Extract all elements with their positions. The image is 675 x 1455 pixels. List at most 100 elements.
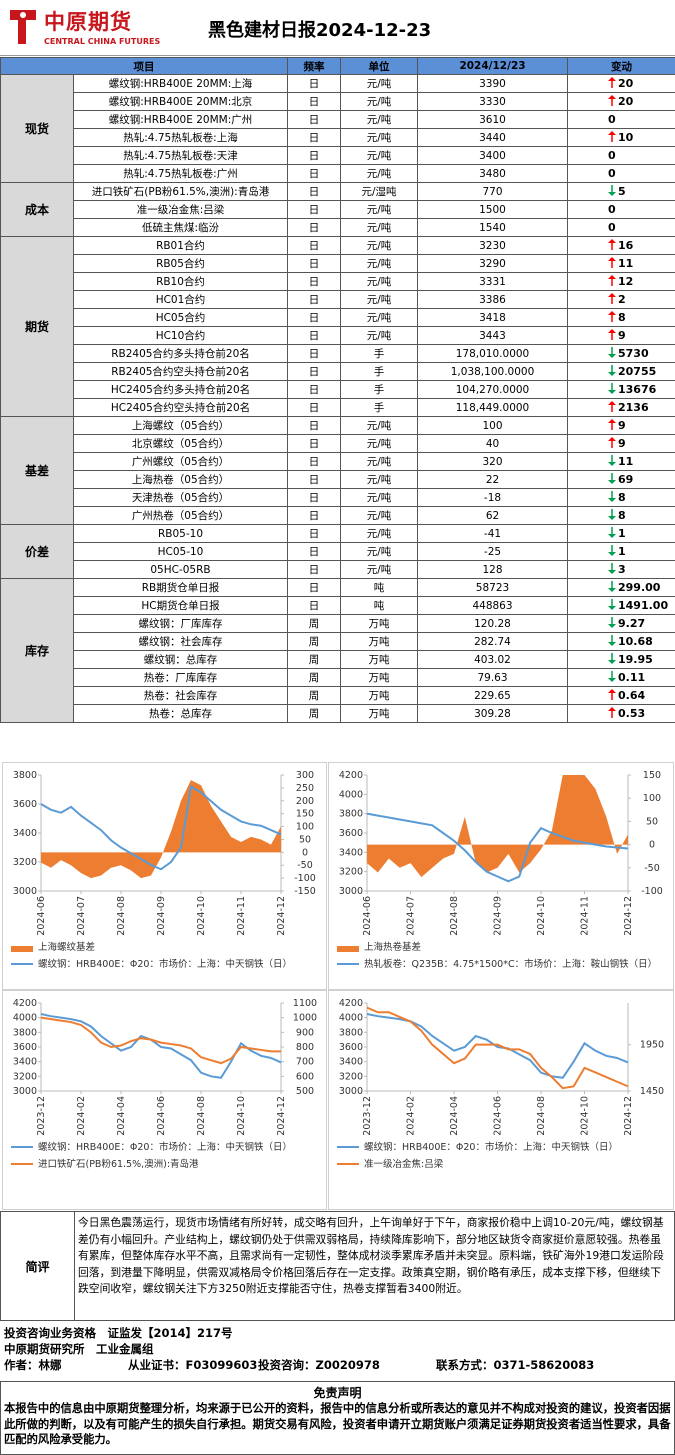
value-cell: 3386 xyxy=(417,290,568,309)
x-tick-label: 2024-06 xyxy=(36,896,47,936)
value-cell: -18 xyxy=(417,488,568,507)
legend: 上海螺纹基差 螺纹钢：HRB400E：Φ20：市场价：上海：中天钢铁（日） xyxy=(11,941,318,975)
x-tick-label: 2024-06 xyxy=(493,1096,504,1136)
freq-cell: 日 xyxy=(287,416,341,435)
trend-arrow xyxy=(608,545,616,556)
unit-cell: 元/吨 xyxy=(340,452,418,471)
table-row: RB2405合约空头持仓前20名日手 1,038,100.0000 20755 xyxy=(1,362,675,381)
x-tick-label: 2024-08 xyxy=(116,896,127,936)
freq-cell: 日 xyxy=(287,488,341,507)
table-row: 上海热卷（05合约）日元/吨 22 69 xyxy=(1,470,675,489)
value-cell: 3440 xyxy=(417,128,568,147)
y-tick-label: 3400 xyxy=(339,847,363,858)
item-cell: 螺纹钢：厂库库存 xyxy=(73,614,288,633)
change-value: 20 xyxy=(618,77,634,90)
arrow-head xyxy=(608,660,616,664)
x-tick-label: 2024-08 xyxy=(449,896,460,936)
value-cell: -25 xyxy=(417,542,568,561)
item-cell: HC2405合约空头持仓前20名 xyxy=(73,398,288,417)
trend-arrow xyxy=(608,257,616,268)
item-cell: HC期货仓单日报 xyxy=(73,596,288,615)
arrow-head xyxy=(608,588,616,592)
item-cell: 热轧:4.75热轧板卷:天津 xyxy=(73,146,288,165)
y2-tick-label: 50 xyxy=(299,834,311,845)
value-cell: 770 xyxy=(417,182,568,201)
arrow-head xyxy=(608,678,616,682)
trend-arrow xyxy=(608,95,616,106)
x-tick-label: 2024-12 xyxy=(276,1096,287,1136)
table-row: HC01合约日元/吨 3386 2 xyxy=(1,290,675,309)
x-tick-label: 2024-06 xyxy=(362,896,373,936)
arrow-head xyxy=(608,498,616,502)
legend-swatch xyxy=(337,963,359,965)
data-table: 项目 频率 单位 2024/12/23 变动 现货 螺纹钢:HRB400E 20MM:上海日… xyxy=(0,57,675,723)
legend-item: 螺纹钢：HRB400E：Φ20：市场价：上海：中天钢铁（日） xyxy=(337,1141,665,1154)
x-tick-label: 2024-07 xyxy=(76,896,87,936)
value-cell: 309.28 xyxy=(417,704,568,723)
table-row: HC05合约日元/吨 3418 8 xyxy=(1,308,675,327)
header-row: 项目 频率 单位 2024/12/23 变动 xyxy=(0,57,675,75)
y-tick-label: 3600 xyxy=(13,1042,37,1053)
change-cell: 69 xyxy=(567,470,675,489)
table-row: HC2405合约空头持仓前20名日手 118,449.0000 2136 xyxy=(1,398,675,417)
y-tick-label: 3600 xyxy=(339,1042,363,1053)
unit-cell: 吨 xyxy=(340,596,418,615)
y-tick-label: 3400 xyxy=(13,828,37,839)
item-cell: 上海螺纹（05合约） xyxy=(73,416,288,435)
legend-item: 进口铁矿石(PB粉61.5%,澳洲):青岛港 xyxy=(11,1158,318,1171)
arrow-head xyxy=(608,77,616,81)
item-cell: 热卷：总库存 xyxy=(73,704,288,723)
header-cell: 单位 xyxy=(340,57,418,75)
y2-tick-label: -100 xyxy=(641,886,663,897)
value-cell: 3610 xyxy=(417,110,568,129)
trend-arrow xyxy=(608,509,616,520)
chart-svg: 3000 3200 3400 3600 3800 4000 4200 1450 1950 2023… xyxy=(339,998,664,1136)
change-value: 9.27 xyxy=(618,617,646,630)
freq-cell: 日 xyxy=(287,596,341,615)
change-cell: 20 xyxy=(567,92,675,111)
x-tick-label: 2024-10 xyxy=(196,896,207,936)
value-cell: 3330 xyxy=(417,92,568,111)
legend-label: 螺纹钢：HRB400E：Φ20：市场价：上海：中天钢铁（日） xyxy=(364,1142,618,1153)
unit-cell: 元/吨 xyxy=(340,488,418,507)
unit-cell: 元/吨 xyxy=(340,560,418,579)
freq-cell: 周 xyxy=(287,668,341,687)
x-tick-label: 2024-12 xyxy=(623,896,634,936)
freq-cell: 日 xyxy=(287,398,341,417)
value-cell: 1,038,100.0000 xyxy=(417,362,568,381)
change-value: 2136 xyxy=(618,401,649,414)
trend-arrow xyxy=(608,527,616,538)
value-cell: 3480 xyxy=(417,164,568,183)
freq-cell: 日 xyxy=(287,362,341,381)
table-row: 现货 螺纹钢:HRB400E 20MM:上海日元/吨 3390 20 xyxy=(0,74,675,183)
y2-tick-label: 100 xyxy=(296,822,314,833)
value-cell: 282.74 xyxy=(417,632,568,651)
unit-cell: 手 xyxy=(340,380,418,399)
item-cell: 热卷：社会库存 xyxy=(73,686,288,705)
table-row: 热轧:4.75热轧板卷:广州日元/吨 3480 0 xyxy=(1,164,675,183)
logo-icon xyxy=(10,10,36,44)
freq-cell: 日 xyxy=(287,524,341,543)
change-cell: 9 xyxy=(567,434,675,453)
arrow-head xyxy=(608,390,616,394)
value-cell: 403.02 xyxy=(417,650,568,669)
trend-arrow xyxy=(608,185,616,196)
unit-cell: 元/吨 xyxy=(340,254,418,273)
value-cell: 3230 xyxy=(417,236,568,255)
change-cell: 11 xyxy=(567,254,675,273)
table-row: 螺纹钢：社会库存周万吨 282.74 10.68 xyxy=(1,632,675,651)
table-row: 基差 上海螺纹（05合约）日元/吨 100 9 xyxy=(0,416,675,525)
change-value: 299.00 xyxy=(618,581,661,594)
unit-cell: 万吨 xyxy=(340,668,418,687)
item-cell: 天津热卷（05合约） xyxy=(73,488,288,507)
item-cell: 热卷：厂库库存 xyxy=(73,668,288,687)
freq-cell: 日 xyxy=(287,308,341,327)
y-tick-label: 3000 xyxy=(13,886,37,897)
y2-tick-label: 150 xyxy=(296,809,314,820)
legend-label: 进口铁矿石(PB粉61.5%,澳洲):青岛港 xyxy=(38,1159,199,1170)
y-tick-label: 3200 xyxy=(13,857,37,868)
x-tick-label: 2024-04 xyxy=(449,1096,460,1136)
freq-cell: 周 xyxy=(287,686,341,705)
change-value: 20755 xyxy=(618,365,657,378)
value-cell: 22 xyxy=(417,470,568,489)
